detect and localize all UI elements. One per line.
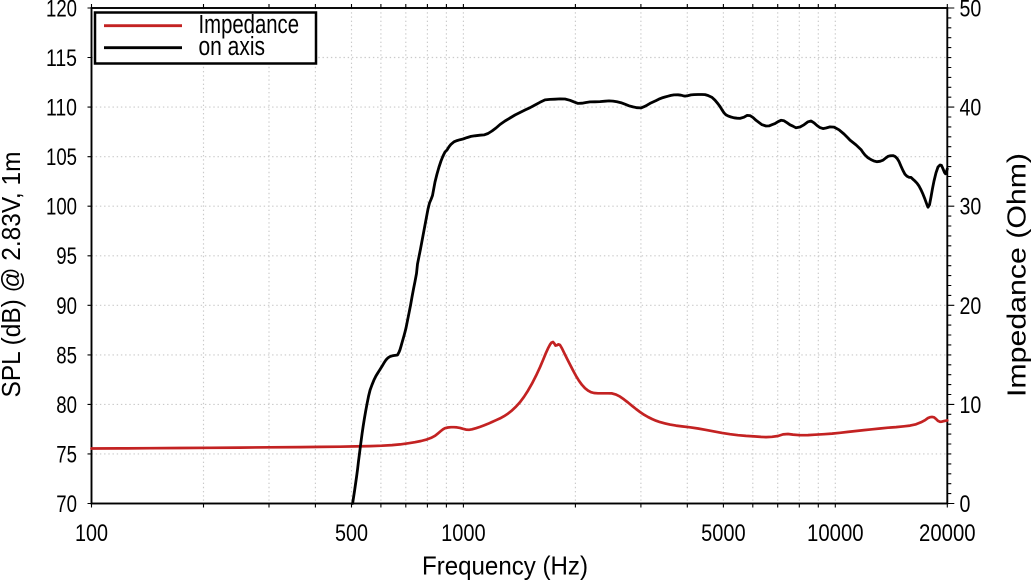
svg-text:100: 100 [75,520,108,547]
svg-text:100: 100 [46,194,77,221]
svg-text:20000: 20000 [919,520,976,547]
svg-text:5000: 5000 [701,520,746,547]
svg-text:0: 0 [960,491,971,518]
svg-text:Impedance: Impedance [199,11,300,39]
svg-text:SPL (dB) @ 2.83V, 1m: SPL (dB) @ 2.83V, 1m [0,152,26,398]
svg-text:20: 20 [960,293,982,320]
svg-text:on axis: on axis [199,33,266,61]
svg-text:Impedance (Ohm): Impedance (Ohm) [1002,153,1031,397]
svg-text:30: 30 [960,194,982,221]
svg-text:75: 75 [56,441,77,468]
svg-text:115: 115 [46,45,77,72]
svg-text:40: 40 [960,95,982,122]
svg-text:95: 95 [56,243,77,270]
svg-text:110: 110 [46,95,77,122]
svg-text:500: 500 [335,520,368,547]
svg-text:Frequency (Hz): Frequency (Hz) [422,551,588,581]
svg-text:70: 70 [56,491,77,518]
svg-text:10000: 10000 [807,520,864,547]
svg-text:105: 105 [46,144,77,171]
svg-text:90: 90 [56,293,77,320]
svg-text:1000: 1000 [441,520,486,547]
svg-text:120: 120 [46,0,77,23]
svg-text:85: 85 [56,342,77,369]
svg-text:50: 50 [960,0,982,23]
svg-text:10: 10 [960,392,982,419]
svg-text:80: 80 [56,392,77,419]
